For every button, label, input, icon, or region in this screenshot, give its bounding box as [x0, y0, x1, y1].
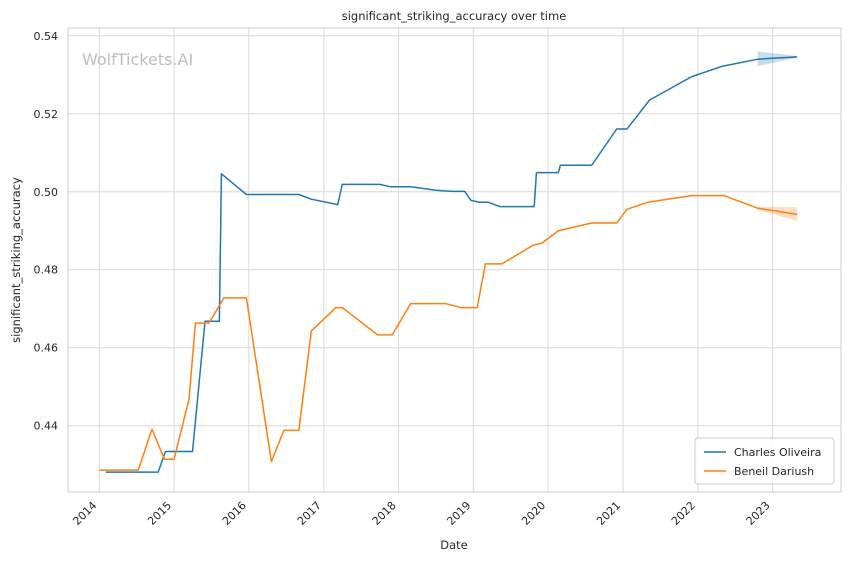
- y-tick-label-0: 0.44: [34, 420, 59, 433]
- y-axis-label: significant_striking_accuracy: [9, 177, 23, 343]
- legend-label-beneil-dariush: Beneil Dariush: [734, 465, 814, 478]
- chart-title: significant_striking_accuracy over time: [342, 9, 567, 23]
- legend-box: [694, 437, 835, 485]
- series-lines: [99, 56, 798, 473]
- y-tick-label-5: 0.54: [34, 30, 59, 43]
- x-axis-label: Date: [440, 538, 468, 552]
- plot-area-frame: [67, 27, 842, 493]
- legend: Charles Oliveira Beneil Dariush: [694, 437, 835, 485]
- band-charles-oliveira: [757, 51, 798, 67]
- legend-label-charles-oliveira: Charles Oliveira: [734, 446, 821, 459]
- y-tick-label-3: 0.50: [34, 186, 59, 199]
- watermark-text: WolfTickets.AI: [82, 50, 193, 69]
- series-line-charles-oliveira: [105, 56, 798, 473]
- y-tick-label-1: 0.46: [34, 342, 59, 355]
- series-line-beneil-dariush: [99, 194, 798, 471]
- y-tick-label-2: 0.48: [34, 264, 59, 277]
- y-axis-ticks: 0.44 0.46 0.48 0.50 0.52 0.54: [34, 30, 59, 433]
- y-tick-label-4: 0.52: [34, 108, 59, 121]
